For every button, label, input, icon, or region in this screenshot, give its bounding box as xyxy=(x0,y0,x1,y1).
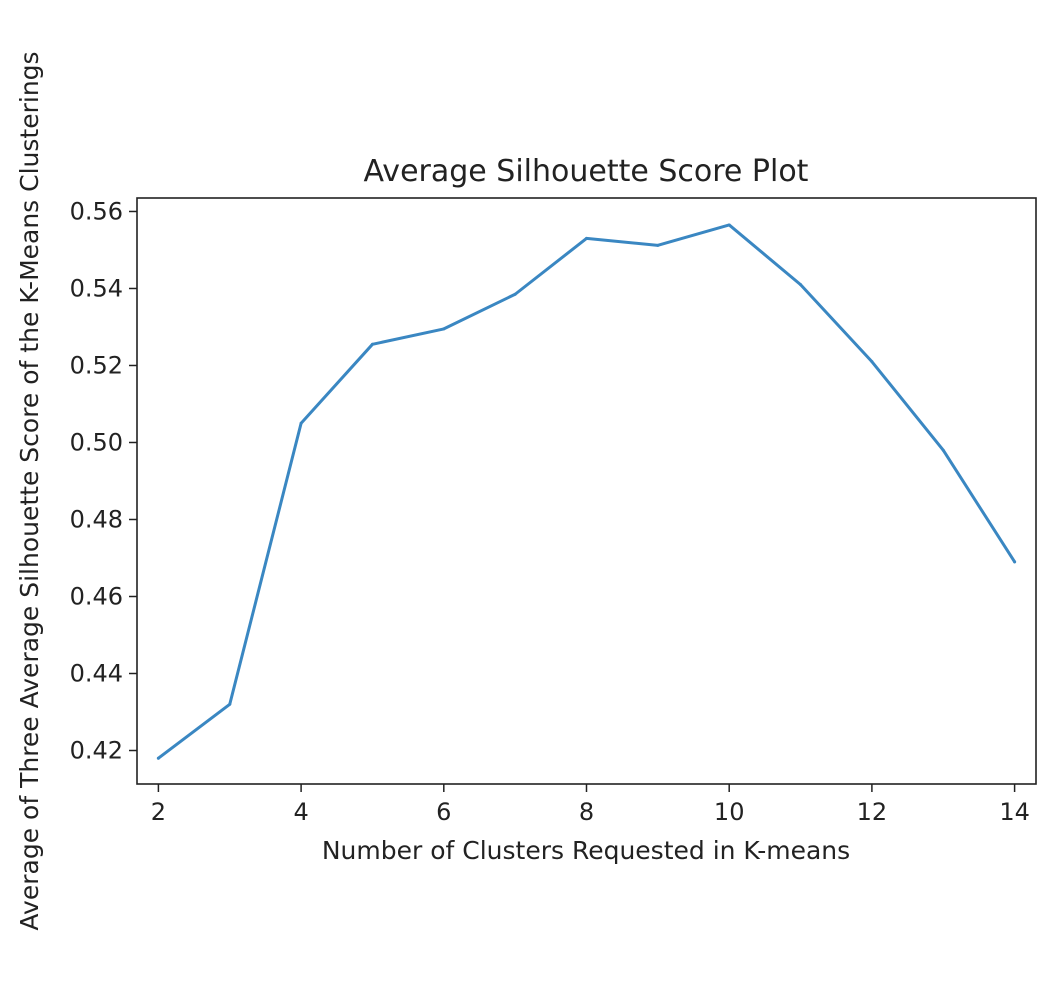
data-point xyxy=(585,236,588,240)
data-point xyxy=(727,223,731,227)
x-axis-label: Number of Clusters Requested in K-means xyxy=(322,836,850,865)
x-tick-label: 10 xyxy=(714,798,745,826)
data-point xyxy=(156,756,160,760)
data-point xyxy=(1013,560,1017,564)
data-point xyxy=(370,342,374,346)
x-tick-label: 2 xyxy=(151,798,166,826)
chart-title: Average Silhouette Score Plot xyxy=(364,154,809,189)
y-tick-label: 0.54 xyxy=(70,274,123,302)
x-tick-label: 14 xyxy=(999,798,1030,826)
y-tick-label: 0.52 xyxy=(70,351,123,379)
series-line xyxy=(156,223,1017,760)
series-points xyxy=(156,223,1017,760)
data-point xyxy=(941,448,945,452)
y-axis-ticks: 0.42 0.44 0.46 0.48 0.50 0.52 0.54 0.56 xyxy=(70,197,137,765)
x-tick-label: 12 xyxy=(857,798,888,826)
y-axis-label: Average of Three Average Silhouette Scor… xyxy=(15,51,44,930)
y-tick-label: 0.50 xyxy=(70,428,123,456)
data-point xyxy=(299,421,303,425)
x-tick-label: 6 xyxy=(436,798,451,826)
data-point xyxy=(513,292,517,296)
plot-frame xyxy=(136,197,1037,785)
y-tick-label: 0.56 xyxy=(70,197,123,225)
data-point xyxy=(228,702,232,706)
x-axis-ticks: 2 4 6 8 10 12 14 xyxy=(151,784,1030,826)
data-point xyxy=(656,243,660,247)
data-point xyxy=(799,283,803,287)
x-tick-label: 8 xyxy=(579,798,594,826)
y-tick-label: 0.44 xyxy=(70,659,123,687)
plot-area: 2 4 6 8 10 12 14 0.420.440.460.480.500.520.540… xyxy=(70,197,1037,826)
data-point xyxy=(442,327,446,331)
y-tick-label: 0.42 xyxy=(70,737,123,765)
x-tick-label: 4 xyxy=(293,798,308,826)
y-tick-label: 0.48 xyxy=(70,505,123,533)
data-point xyxy=(870,360,874,364)
y-tick-label: 0.46 xyxy=(70,582,123,610)
